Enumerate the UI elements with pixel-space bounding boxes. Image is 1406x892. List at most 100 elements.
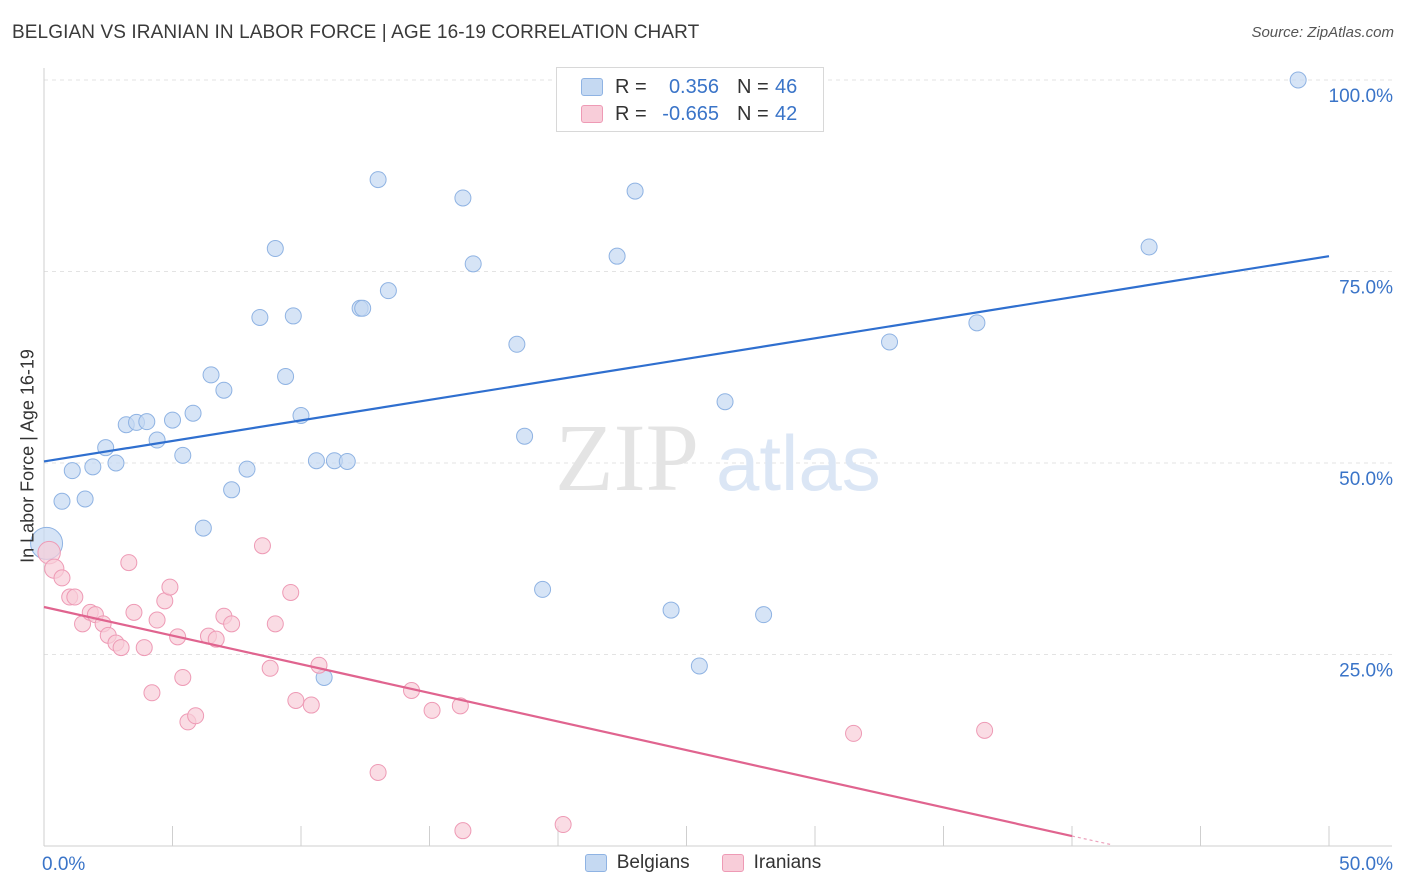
iranian-point (423, 701, 441, 719)
r-label: R = (615, 75, 647, 98)
belgian-point (354, 299, 372, 317)
belgian-point (223, 481, 241, 499)
belgian-point (53, 492, 71, 510)
correlation-legend: R = 0.356 N = 46 R = -0.665 N = 42 (556, 67, 824, 132)
watermark-zip: ZIP (555, 404, 699, 511)
belgian-point (338, 452, 356, 470)
iranian-trend-line (43, 605, 1073, 838)
legend-row-iranians: R = -0.665 N = 42 (581, 102, 797, 126)
belgian-point (194, 519, 212, 537)
iranian-point (845, 724, 863, 742)
y-tick-label: 75.0% (1339, 278, 1393, 299)
belgian-point (184, 404, 202, 422)
belgian-point (534, 580, 552, 598)
iranian-point (187, 707, 205, 725)
iranian-point (53, 569, 71, 587)
iranian-point (253, 537, 271, 555)
belgian-point (690, 657, 708, 675)
belgians-swatch (584, 854, 607, 872)
iranian-point (120, 554, 138, 572)
iranian-point (302, 696, 320, 714)
legend-label-belgians: Belgians (616, 852, 690, 873)
belgian-point (174, 446, 192, 464)
belgian-point (369, 171, 387, 189)
belgian-point (881, 333, 899, 351)
belgian-point (277, 367, 295, 385)
source-label: Source: ZipAtlas.com (1251, 24, 1394, 41)
trend-lines (43, 255, 1330, 846)
grid-lines (44, 79, 1392, 655)
chart-title: BELGIAN VS IRANIAN IN LABOR FORCE | AGE … (12, 22, 700, 43)
iranian-point (143, 684, 161, 702)
iranian-point (174, 668, 192, 686)
n-value: 46 (775, 75, 798, 98)
belgian-point (284, 307, 302, 325)
belgian-point (1289, 71, 1307, 89)
belgian-point (379, 282, 397, 300)
belgian-point (238, 460, 256, 478)
x-tick-label: 50.0% (1339, 854, 1393, 875)
points (30, 71, 1307, 840)
belgian-point (202, 366, 220, 384)
iranian-point (223, 615, 241, 633)
iranian-trend-line-extension (1071, 835, 1111, 846)
legend-label-iranians: Iranians (753, 852, 822, 873)
belgian-point (266, 240, 284, 258)
belgian-point (215, 381, 233, 399)
iranian-point (125, 603, 143, 621)
n-label: N = (737, 75, 769, 98)
iranian-point (451, 697, 469, 715)
legend-row-belgians: R = 0.356 N = 46 (581, 75, 797, 99)
belgian-point (516, 427, 534, 445)
series-legend: Belgians Iranians (0, 852, 1406, 874)
belgian-point (107, 454, 125, 472)
iranian-point (554, 816, 572, 834)
iranian-point (161, 578, 179, 596)
belgian-point (508, 335, 526, 353)
belgian-point (454, 189, 472, 207)
watermark: ZIP atlas (555, 404, 881, 511)
iranian-point (135, 639, 153, 657)
iranian-point (261, 659, 279, 677)
r-value: 0.356 (668, 75, 719, 98)
iranian-point (369, 763, 387, 781)
r-label: R = (615, 102, 647, 125)
y-tick-label: 25.0% (1339, 661, 1393, 682)
iranian-point (310, 656, 328, 674)
iranian-point (148, 611, 166, 629)
tick-labels: 25.0% 50.0% 75.0% 100.0% 0.0% 50.0% (42, 86, 1393, 875)
n-value: 42 (775, 102, 798, 125)
y-tick-label: 50.0% (1339, 469, 1393, 490)
legend-item-belgians: Belgians (584, 852, 690, 874)
iranian-point (207, 630, 225, 648)
belgian-point (755, 606, 773, 624)
belgians-swatch (581, 78, 603, 96)
belgian-point (464, 255, 482, 273)
belgian-trend-line (43, 255, 1330, 463)
y-axis-label: In Labor Force | Age 16-19 (17, 349, 38, 563)
belgian-point (626, 182, 644, 200)
belgian-point (307, 452, 325, 470)
belgian-point (63, 462, 81, 480)
y-tick-label: 100.0% (1329, 86, 1394, 107)
iranian-point (266, 615, 284, 633)
iranian-point (976, 721, 994, 739)
iranian-point (454, 822, 472, 840)
belgian-point (662, 601, 680, 619)
legend-item-iranians: Iranians (721, 852, 822, 874)
belgian-point (148, 431, 166, 449)
iranian-point (112, 639, 130, 657)
watermark-atlas: atlas (716, 419, 881, 507)
belgian-point (1140, 238, 1158, 256)
belgian-point (138, 413, 156, 431)
n-label: N = (737, 102, 769, 125)
iranian-point (287, 691, 305, 709)
x-tick-label: 0.0% (42, 854, 85, 875)
belgian-point (76, 490, 94, 508)
belgian-point (164, 411, 181, 429)
iranians-swatch (721, 854, 744, 872)
belgian-point (251, 308, 269, 326)
iranian-point (282, 583, 300, 601)
iranians-swatch (581, 105, 603, 123)
